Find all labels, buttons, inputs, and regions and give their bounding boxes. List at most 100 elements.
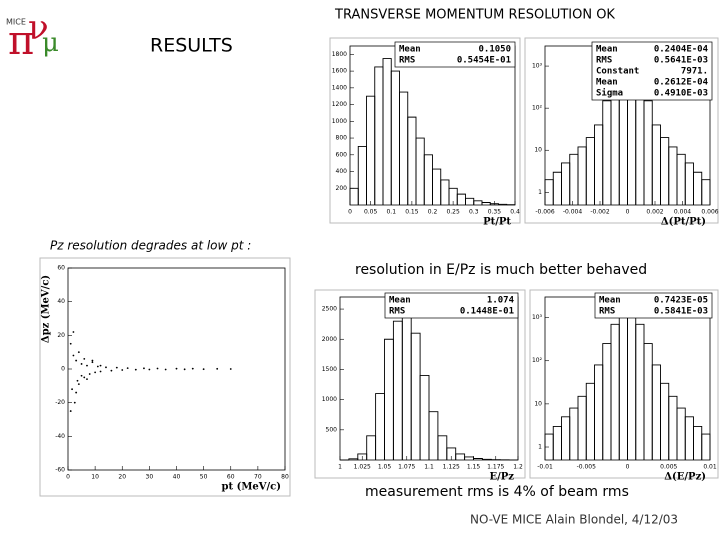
- stats-label: Mean: [596, 45, 618, 55]
- stats-value: 0.5454E-01: [457, 56, 511, 66]
- x-tick-label: 0.35: [488, 209, 502, 216]
- x-tick-label: 0.002: [646, 209, 663, 216]
- x-tick-label: 30: [146, 474, 154, 481]
- scatter-point: [83, 376, 86, 379]
- footer: NO-VE MICE Alain Blondel, 4/12/03: [470, 513, 678, 527]
- y-tick-label: 10²: [532, 357, 543, 364]
- title: TRANSVERSE MOMENTUM RESOLUTION OK: [334, 8, 615, 23]
- x-tick-label: 1: [338, 464, 342, 471]
- plot: -0.006 -0.004 -0.002 0 0.002 0.004 0.006 1 10 10²…: [524, 37, 719, 228]
- x-tick-label: 0.01: [703, 464, 717, 471]
- stats-value: 0.2612E-04: [654, 78, 709, 88]
- scatter-point: [105, 366, 107, 369]
- y-tick-label: 1000: [322, 396, 337, 403]
- y-tick-label: 600: [336, 151, 348, 158]
- logo: π ν μ MICE: [6, 8, 59, 64]
- x-axis-label: Pt/Pt: [483, 217, 511, 228]
- scatter-point: [143, 367, 145, 370]
- stats-box: [384, 292, 519, 319]
- x-tick-label: 1.075: [398, 464, 415, 471]
- x-tick-label: 0: [348, 209, 352, 216]
- y-tick-label: -20: [55, 399, 65, 406]
- x-tick-label: -0.01: [537, 464, 553, 471]
- y-tick-label: 2000: [322, 336, 337, 343]
- y-tick-label: 10: [534, 400, 542, 407]
- x-tick-label: 1.175: [487, 464, 504, 471]
- scatter-point: [71, 388, 73, 391]
- scatter-point: [91, 359, 94, 362]
- y-tick-label: 400: [336, 168, 348, 175]
- x-tick-label: 0.4: [510, 209, 520, 216]
- scatter-point: [183, 368, 186, 371]
- plot-frame: [329, 37, 521, 224]
- x-tick-label: 60: [227, 474, 235, 481]
- histogram-bin: [701, 179, 711, 205]
- stats-box: [594, 292, 713, 319]
- section: RESULTS: [150, 35, 233, 57]
- y-tick-label: 1600: [332, 68, 347, 75]
- scatter-point: [202, 368, 205, 371]
- y-tick-label: 60: [57, 265, 65, 272]
- x-tick-label: 0.2: [428, 209, 438, 216]
- plot: -0.01 -0.005 0 0.005 0.01 1 10 10² 10³ Δ(E/Pz) Mea…: [529, 289, 719, 483]
- x-tick-label: 0.004: [674, 209, 691, 216]
- y-tick-label: 1: [538, 189, 542, 196]
- y-tick-label: 800: [336, 135, 348, 142]
- scatter-point: [99, 370, 102, 373]
- logo-nu: ν: [28, 8, 49, 48]
- stats-label: Mean: [596, 78, 618, 88]
- scatter-point: [91, 361, 94, 364]
- x-tick-label: -0.002: [590, 209, 610, 216]
- scatter-point: [72, 354, 75, 357]
- y-axis-label: Δpz (MeV/c): [41, 275, 52, 343]
- x-tick-label: 0.005: [660, 464, 677, 471]
- y-tick-label: 10³: [532, 314, 543, 321]
- x-tick-label: 1.1: [424, 464, 434, 471]
- note: measurement rms is 4% of beam rms: [365, 484, 629, 500]
- stats-label: Mean: [399, 45, 421, 55]
- scatter-point: [80, 374, 83, 377]
- scatter-point: [76, 379, 79, 382]
- scatter-point: [94, 371, 97, 374]
- scatter-point: [216, 367, 219, 370]
- x-tick-label: 0.25: [446, 209, 460, 216]
- plot: 0 0.05 0.1 0.15 0.2 0.25 0.3 0.35 0.4 200 400 600 80…: [329, 37, 521, 228]
- x-tick-label: 0: [626, 209, 630, 216]
- scatter-point: [75, 391, 78, 394]
- x-tick-label: 1.05: [378, 464, 392, 471]
- y-tick-label: 1200: [332, 101, 347, 108]
- stats-label: RMS: [389, 307, 405, 317]
- y-tick-label: -60: [55, 467, 65, 474]
- y-tick-label: 1: [538, 444, 542, 451]
- y-tick-label: 10: [534, 147, 542, 154]
- note: resolution in E/Pz is much better behave…: [355, 262, 647, 278]
- stats-value: 7971.: [681, 67, 708, 77]
- x-tick-label: 80: [281, 474, 289, 481]
- x-axis-label: Δ(Pt/Pt): [661, 217, 706, 228]
- x-tick-label: 50: [200, 474, 208, 481]
- scatter-point: [134, 368, 137, 371]
- scatter-point: [86, 378, 88, 380]
- y-tick-label: 2500: [322, 306, 337, 313]
- y-tick-label: 10²: [532, 105, 543, 112]
- histogram-bin: [701, 433, 711, 460]
- y-tick-label: -40: [55, 433, 65, 440]
- scatter-point: [99, 364, 102, 367]
- x-tick-label: 0: [66, 474, 70, 481]
- scatter-point: [77, 383, 80, 386]
- stats-value: 0.5841E-03: [654, 307, 708, 317]
- stats-label: RMS: [399, 56, 415, 66]
- scatter-point: [148, 368, 151, 371]
- x-tick-label: 10: [91, 474, 99, 481]
- x-tick-label: 0.1: [386, 209, 396, 216]
- stats-label: Mean: [389, 296, 411, 306]
- logo-pi: π: [8, 18, 34, 64]
- y-tick-label: 0: [61, 366, 65, 373]
- scatter-point: [72, 331, 75, 333]
- x-tick-label: 1.025: [354, 464, 371, 471]
- scatter-point: [69, 342, 72, 345]
- x-tick-label: 0.05: [364, 209, 378, 216]
- stats-value: 0.4910E-03: [654, 89, 708, 99]
- y-tick-label: 10³: [532, 63, 543, 70]
